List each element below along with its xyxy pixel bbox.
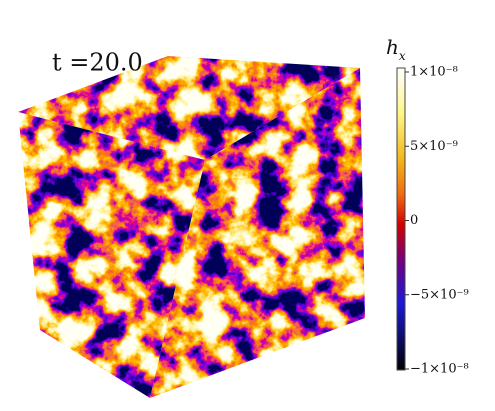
colorbar-title-subscript: x [399, 49, 406, 63]
colorbar-tick-label: 0 [410, 213, 418, 228]
colorbar-ticks: 1×10⁻⁸ 5×10⁻⁹ 0 −5×10⁻⁹ −1×10⁻⁸ [405, 65, 469, 377]
colorbar-tick-label: 5×10⁻⁹ [410, 139, 458, 154]
colorbar-tick-label: −5×10⁻⁹ [410, 287, 469, 302]
colorbar-title: hx [386, 35, 406, 63]
cube [0, 40, 380, 410]
colorbar-tick-label: 1×10⁻⁸ [410, 65, 458, 80]
figure: t =20.0 hx 1×10⁻⁸ 5×10⁻⁹ 0 −5×10⁻⁹ −1×10⁻⁸ [0, 0, 495, 411]
colorbar-title-main: h [386, 35, 399, 59]
colorbar [397, 68, 405, 370]
time-label: t =20.0 [52, 49, 143, 77]
colorbar-tick-label: −1×10⁻⁸ [410, 362, 469, 377]
